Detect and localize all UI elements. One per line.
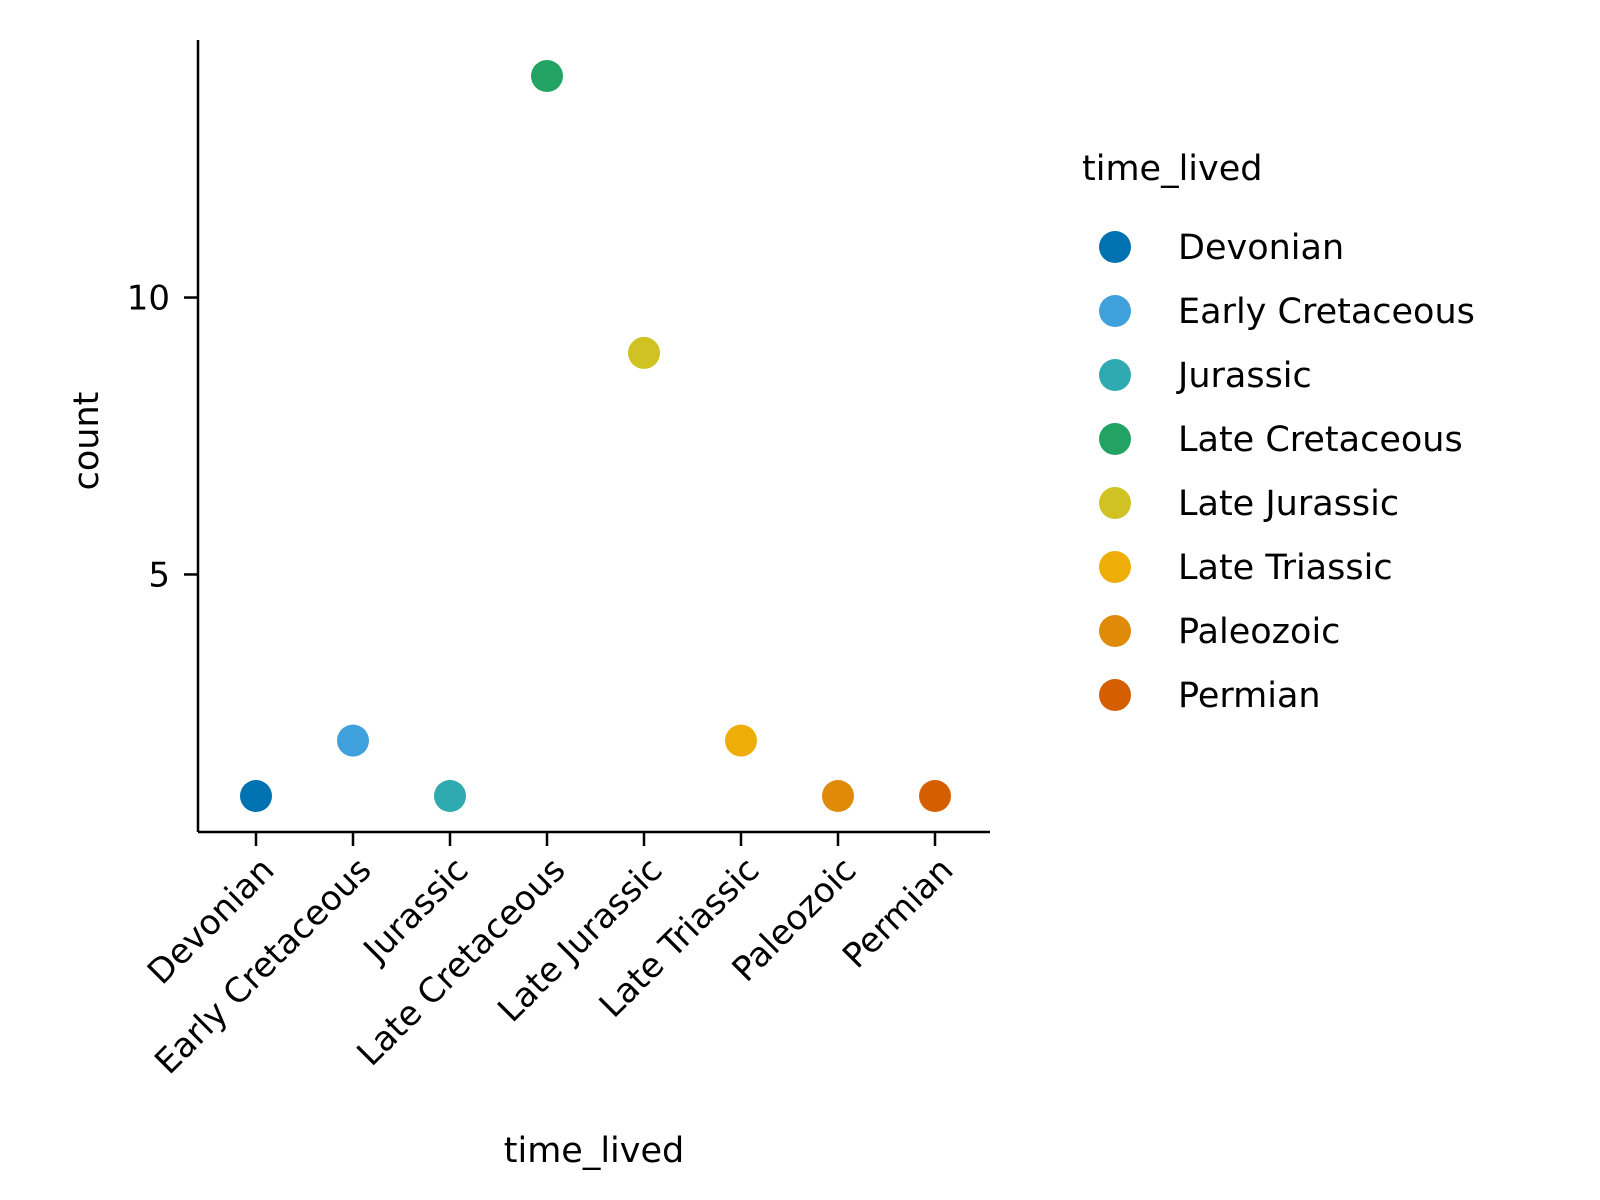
y-tick-label: 5 (148, 555, 170, 595)
legend-label: Devonian (1178, 228, 1344, 268)
legend-label: Jurassic (1176, 356, 1312, 396)
legend-swatch (1099, 487, 1131, 519)
y-ticks: 5 10 (127, 279, 198, 595)
axes (196, 40, 990, 834)
legend-swatch (1099, 615, 1131, 647)
legend-title: time_lived (1082, 149, 1263, 189)
data-point (240, 780, 272, 812)
data-point (337, 724, 369, 757)
data-point (434, 780, 466, 812)
y-axis-title: count (67, 392, 107, 491)
data-points (240, 60, 951, 812)
data-point (919, 780, 951, 812)
legend-label: Late Jurassic (1178, 484, 1399, 524)
legend-swatch (1099, 359, 1131, 391)
data-point (822, 780, 854, 812)
data-point (628, 336, 660, 369)
data-point (725, 724, 757, 757)
legend-label: Late Cretaceous (1178, 420, 1463, 460)
legend-label: Permian (1178, 676, 1321, 716)
legend-swatch (1099, 679, 1131, 711)
legend: time_lived Devonian Early Cretaceous Juras… (1082, 149, 1475, 716)
legend-swatch (1099, 231, 1131, 263)
legend-label: Early Cretaceous (1178, 292, 1475, 332)
y-tick-label: 10 (127, 279, 170, 319)
legend-label: Late Triassic (1178, 548, 1393, 588)
x-axis-title: time_lived (504, 1131, 685, 1171)
legend-swatch (1099, 551, 1131, 583)
data-point (531, 60, 563, 92)
legend-swatch (1099, 423, 1131, 455)
legend-label: Paleozoic (1178, 612, 1340, 652)
legend-swatch (1099, 295, 1131, 327)
legend-items: Devonian Early Cretaceous Jurassic Late Cre… (1099, 228, 1475, 716)
